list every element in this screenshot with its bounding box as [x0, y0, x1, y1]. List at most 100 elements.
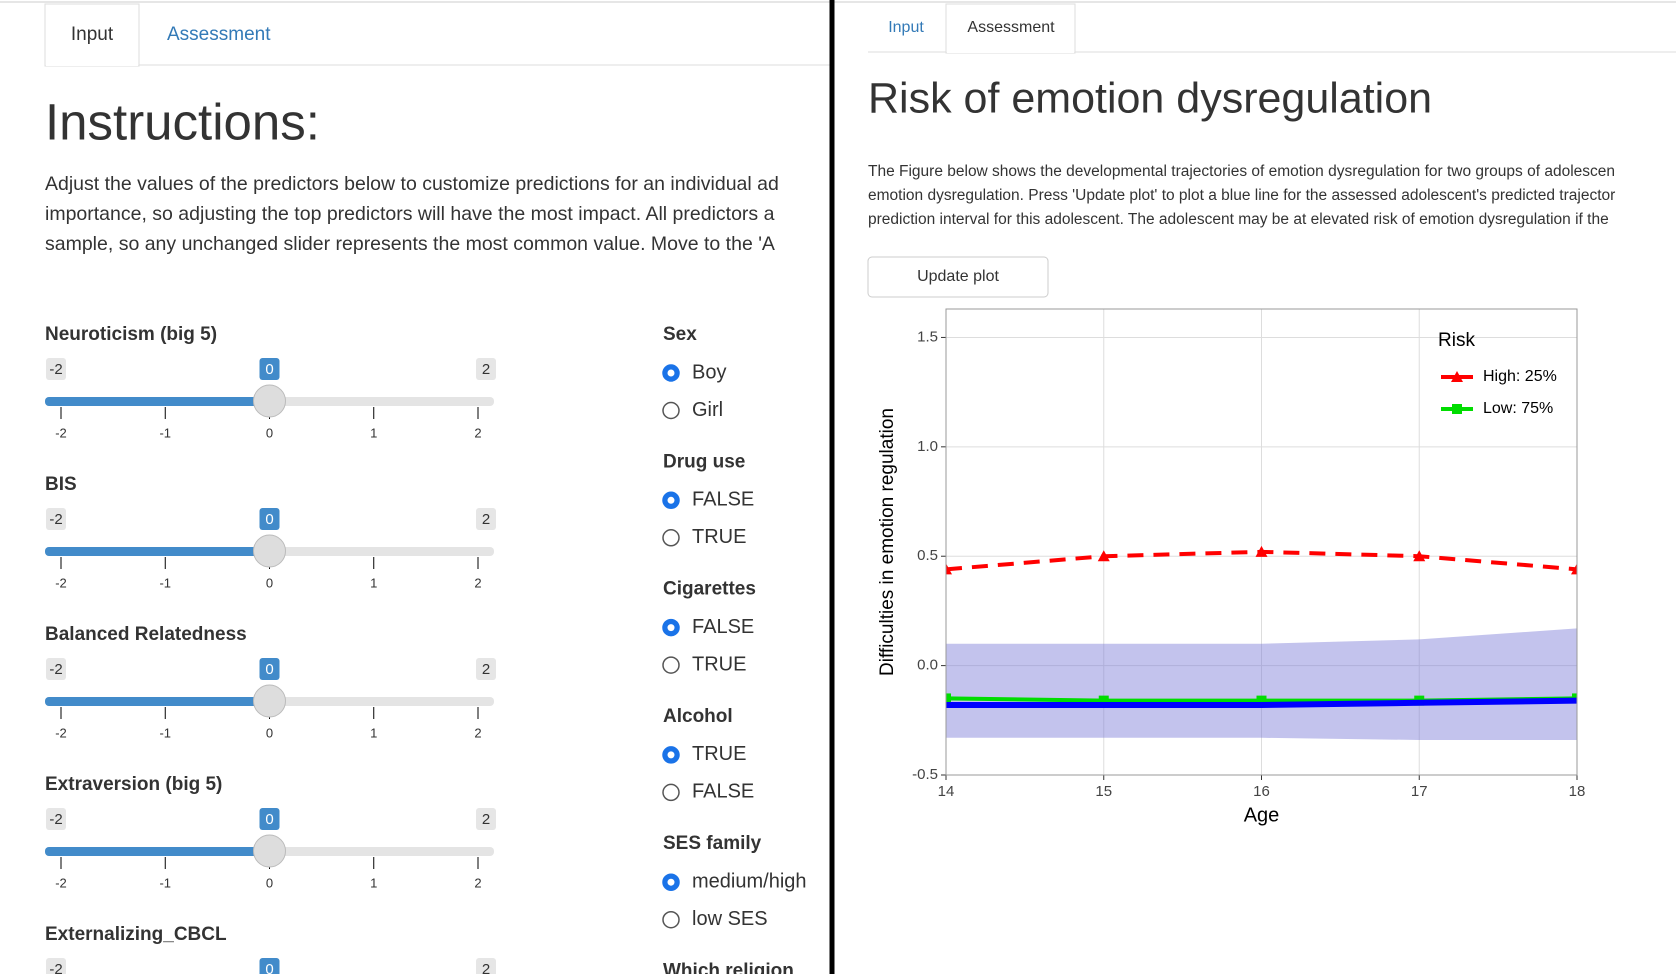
slider-badge	[476, 808, 496, 830]
radio-option[interactable]: TRUE	[692, 653, 746, 675]
slider-tick-label: -1	[159, 725, 171, 740]
tab[interactable]: Assessment	[167, 24, 271, 45]
slider-tick-label: 0	[266, 425, 273, 440]
heading: Risk of emotion dysregulation	[868, 74, 1432, 122]
slider-badge-text: -2	[49, 361, 62, 378]
slider-badge	[259, 808, 280, 830]
radio-group-label: Alcohol	[663, 706, 733, 727]
radio-button[interactable]	[662, 910, 680, 929]
point-marker	[1097, 550, 1110, 562]
radio-group-label: Which religion	[663, 961, 794, 974]
slider-badge	[46, 658, 66, 680]
slider-fill	[45, 697, 270, 706]
active-tab[interactable]	[945, 3, 1076, 54]
slider-badge	[259, 358, 280, 380]
slider-badge-text: 2	[482, 661, 490, 678]
slider-tick-label: 1	[370, 425, 377, 440]
slider-handle[interactable]	[253, 384, 286, 418]
update-button[interactable]	[867, 256, 1049, 298]
y-tick-label: 0.0	[917, 657, 938, 674]
slider-tick-label: 1	[370, 575, 377, 590]
y-tick-label: 0.5	[917, 547, 938, 564]
slider-label: Externalizing_CBCL	[45, 924, 227, 945]
slider-handle[interactable]	[253, 684, 286, 718]
tab[interactable]: Assessment	[967, 19, 1055, 36]
radio-button[interactable]	[662, 529, 680, 547]
slider-badge-text: 2	[482, 961, 490, 974]
slider-tick-label: -2	[55, 725, 67, 740]
slider-badge-text: 0	[265, 811, 273, 828]
slider-tick-label: -2	[55, 575, 67, 590]
active-tab[interactable]	[44, 3, 140, 67]
slider-tick-label: 0	[266, 575, 273, 590]
y-tick-label: -0.5	[912, 766, 938, 783]
slider-badge	[476, 958, 496, 974]
slider-tick-label: 1	[370, 875, 377, 890]
paragraph-line: The Figure below shows the developmental…	[868, 163, 1615, 180]
paragraph-line: importance, so adjusting the top predict…	[45, 203, 775, 225]
radio-option[interactable]: FALSE	[692, 616, 754, 638]
radio-option[interactable]: Boy	[692, 361, 726, 383]
radio-dot	[667, 369, 675, 377]
slider-tick-label: -2	[55, 425, 67, 440]
radio-option[interactable]: FALSE	[692, 781, 754, 803]
y-tick-label: 1.5	[917, 328, 938, 345]
x-tick-label: 18	[1569, 783, 1586, 800]
radio-option[interactable]: low SES	[692, 908, 768, 930]
slider-tick-label: -1	[159, 425, 171, 440]
radio-option[interactable]: FALSE	[692, 489, 754, 511]
slider-tick-label: -1	[159, 575, 171, 590]
slider-tick-label: 2	[474, 725, 481, 740]
radio-group-label: Cigarettes	[663, 579, 756, 600]
radio-option[interactable]: TRUE	[692, 526, 746, 548]
slider-badge-text: -2	[49, 511, 62, 528]
slider-handle[interactable]	[253, 534, 286, 568]
legend-title: Risk	[1438, 330, 1475, 351]
slider-fill	[45, 547, 270, 556]
tab[interactable]: Input	[71, 24, 114, 45]
radio-button[interactable]	[662, 656, 680, 674]
tab[interactable]: Input	[888, 19, 924, 36]
point-marker	[1571, 563, 1577, 575]
x-tick-label: 15	[1095, 783, 1112, 800]
legend-label: High: 25%	[1483, 368, 1557, 385]
plot-area	[946, 309, 1577, 775]
slider-tick-label: 2	[474, 575, 481, 590]
point-marker	[1098, 695, 1109, 706]
slider-badge	[46, 958, 66, 974]
slider-label: Balanced Relatedness	[45, 624, 247, 645]
radio-dot	[667, 878, 675, 886]
slider-tick-label: 2	[474, 425, 481, 440]
slider-badge-text: 2	[482, 811, 490, 828]
radio-option[interactable]: Girl	[692, 399, 723, 421]
heading: Instructions:	[45, 93, 320, 150]
radio-group-label: SES family	[663, 833, 762, 854]
slider-badge-text: -2	[49, 811, 62, 828]
x-axis-label: Age	[1244, 804, 1280, 826]
slider-tick-label: 1	[370, 725, 377, 740]
slider-tick-label: 2	[474, 875, 481, 890]
radio-dot	[667, 496, 675, 504]
input-panel: Input Assessment Instructions: Adjust th…	[44, 3, 830, 974]
radio-group-label: Sex	[663, 324, 697, 345]
radio-button[interactable]	[662, 401, 680, 420]
slider-badge-text: 0	[265, 661, 273, 678]
x-tick-label: 17	[1411, 783, 1428, 800]
paragraph-line: sample, so any unchanged slider represen…	[45, 233, 775, 255]
slider-handle[interactable]	[253, 834, 286, 868]
radio-option[interactable]: TRUE	[692, 743, 746, 765]
slider-tick-label: -2	[55, 875, 67, 890]
slider-badge	[46, 808, 66, 830]
slider-badge-text: 0	[265, 961, 273, 974]
radio-dot	[667, 624, 675, 632]
radio-group-label: Drug use	[663, 451, 745, 472]
y-axis-label: Difficulties in emotion regulation	[877, 408, 898, 676]
radio-option[interactable]: medium/high	[692, 870, 807, 892]
slider-badge-text: -2	[49, 661, 62, 678]
slider-label: BIS	[45, 474, 77, 495]
radio-button[interactable]	[662, 783, 680, 802]
slider-badge-text: 0	[265, 511, 273, 528]
button-label[interactable]: Update plot	[917, 268, 999, 285]
slider-badge	[476, 358, 496, 380]
